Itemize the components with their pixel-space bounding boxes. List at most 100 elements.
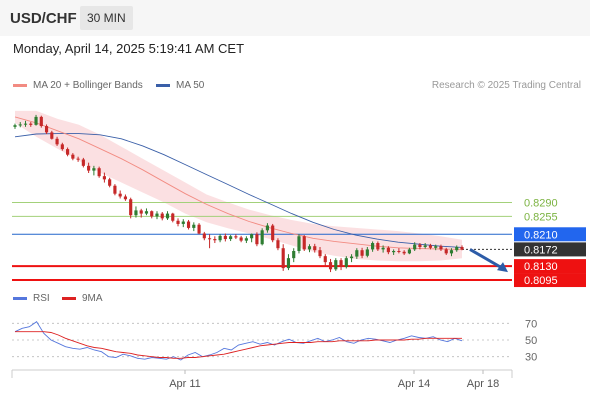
candle-body	[155, 213, 159, 217]
candle-body	[344, 258, 348, 267]
candle-body	[171, 213, 175, 221]
candle-body	[297, 236, 301, 251]
candle-body	[376, 243, 380, 250]
candle-body	[165, 213, 170, 219]
rsi-legend-label: RSI	[33, 293, 50, 304]
candle-body	[113, 185, 117, 194]
candle-body	[260, 230, 264, 245]
candle-body	[223, 235, 227, 240]
ma20-line	[14, 116, 463, 250]
candle-body	[139, 210, 143, 214]
candle-body	[281, 248, 285, 269]
ma9-swatch	[62, 297, 76, 300]
candle-body	[423, 245, 427, 248]
candle-body	[276, 240, 280, 249]
candle-body	[365, 249, 369, 256]
ma20-swatch	[13, 84, 27, 87]
candle-body	[97, 168, 101, 177]
level-label-0.8130: 0.8130	[524, 261, 558, 273]
candle-body	[207, 238, 212, 240]
candle-body	[434, 246, 438, 248]
rsi-swatch	[13, 297, 27, 300]
candle-body	[355, 250, 359, 257]
candle-body	[428, 245, 433, 248]
candle-body	[197, 224, 201, 234]
candle-body	[34, 116, 38, 125]
candle-body	[23, 123, 28, 125]
candle-body	[29, 123, 33, 125]
ma50-line	[14, 133, 463, 248]
candle-body	[186, 221, 191, 228]
candle-body	[160, 213, 164, 219]
forecast-arrow-head	[497, 262, 508, 273]
level-box-0.8210	[514, 227, 586, 242]
candle-body	[239, 237, 243, 241]
candle-body	[402, 251, 406, 254]
rsi-tick-70: 70	[525, 318, 537, 330]
time-axis: Apr 11 Apr 14 Apr 18	[11, 369, 513, 390]
level-label-0.8290: 0.8290	[524, 197, 558, 209]
price-panel: 0.8290 0.8255 0.8210 0.8172 0.8130 0.8095	[12, 110, 586, 288]
candle-body	[92, 168, 96, 171]
candle-body	[307, 246, 312, 250]
ma20-legend-label: MA 20 + Bollinger Bands	[33, 80, 143, 91]
level-box-0.8130	[514, 259, 586, 274]
rsi-tick-30: 30	[525, 352, 537, 364]
legend-ma50: MA 50	[156, 80, 204, 91]
candle-body	[108, 179, 112, 186]
candle-body	[66, 149, 70, 155]
candle-body	[334, 260, 338, 270]
candle-body	[271, 225, 275, 241]
rsi-series-RSI	[14, 321, 463, 361]
candle-body	[18, 124, 22, 126]
candle-body	[50, 132, 54, 139]
candle-body	[418, 244, 422, 248]
level-box-0.8172	[514, 242, 586, 257]
candle-body	[218, 235, 222, 241]
candle-body	[192, 224, 196, 228]
bollinger-band	[15, 110, 462, 262]
candle-body	[255, 234, 259, 245]
level-box-0.8095	[514, 273, 586, 288]
candle-body	[386, 247, 390, 253]
legend-ma20: MA 20 + Bollinger Bands	[13, 80, 143, 91]
candle-body	[302, 236, 306, 250]
timestamp: Monday, April 14, 2025 5:19:41 AM CET	[13, 41, 245, 56]
time-tick-label-Apr 14: Apr 14	[398, 378, 430, 390]
candle-body	[381, 247, 385, 250]
candle-body	[444, 249, 448, 254]
ma50-swatch	[156, 84, 170, 87]
candle-body	[449, 250, 454, 254]
candle-body	[60, 144, 64, 150]
forecast-arrow-shaft	[469, 248, 505, 271]
candle-body	[313, 246, 317, 251]
candle-body	[234, 236, 238, 238]
candle-body	[244, 238, 248, 241]
candle-body	[55, 138, 59, 145]
candle-body	[339, 260, 343, 267]
candle-body	[328, 262, 333, 270]
candle-body	[87, 165, 91, 171]
legend-9ma: 9MA	[62, 293, 103, 304]
time-tick-label-Apr 18: Apr 18	[467, 378, 499, 390]
rsi-panel: 70 50 30	[12, 318, 537, 364]
candle-body	[455, 247, 459, 251]
candle-body	[44, 126, 49, 133]
candle-body	[265, 225, 270, 231]
candle-body	[286, 258, 291, 269]
candle-body	[81, 159, 85, 166]
candle-body	[460, 247, 464, 250]
candle-body	[318, 250, 322, 257]
candle-body	[397, 250, 401, 252]
candle-body	[123, 196, 128, 200]
candle-body	[413, 244, 417, 250]
timeframe-badge[interactable]: 30 MIN	[80, 6, 133, 30]
candle-body	[102, 176, 106, 180]
candle-body	[202, 233, 206, 239]
candle-body	[150, 211, 154, 217]
candle-body	[439, 246, 443, 250]
rsi-tick-50: 50	[525, 335, 537, 347]
candle-body	[250, 234, 254, 239]
candle-body	[407, 249, 411, 254]
